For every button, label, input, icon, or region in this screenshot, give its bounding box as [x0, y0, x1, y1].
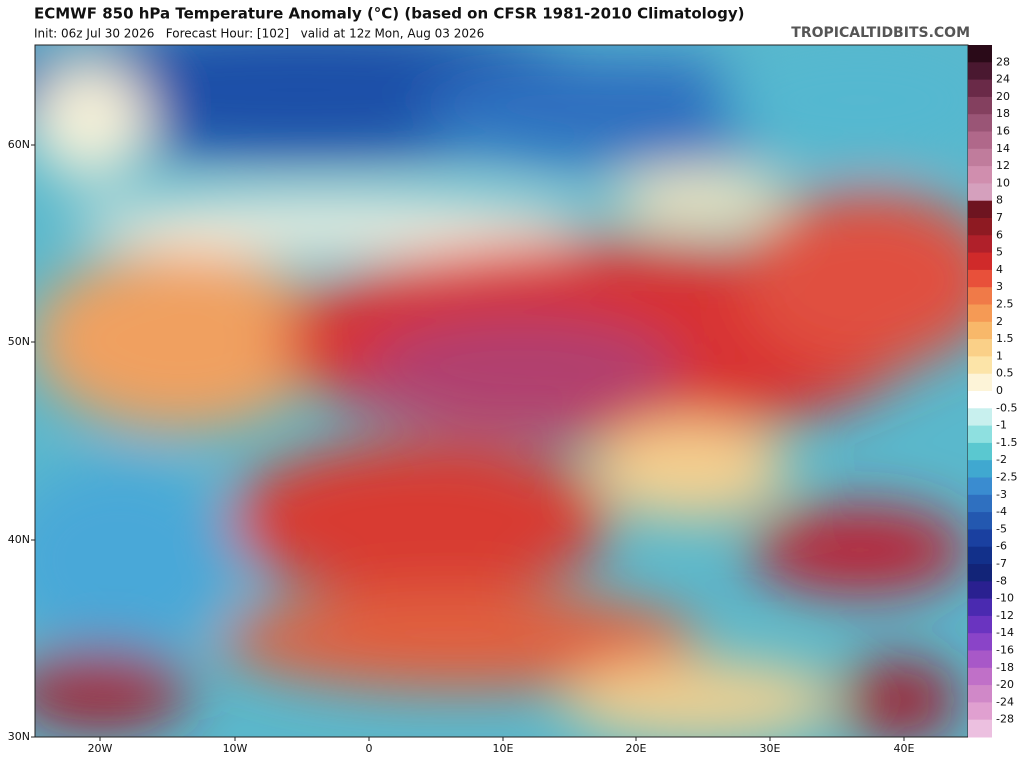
colorbar-swatch	[968, 581, 992, 600]
colorbar-swatch	[968, 598, 992, 617]
colorbar: 28 24 20 18 16 14 12 10 8 7 6 5 4 3 2.5 2 1.5 1 0.5 0 -0.5 -1…	[968, 45, 1017, 738]
colorbar-label: -12	[996, 609, 1014, 622]
colorbar-label: 12	[996, 159, 1010, 172]
colorbar-swatch	[968, 615, 992, 634]
colorbar-swatch	[968, 685, 992, 703]
colorbar-label: 2.5	[996, 298, 1014, 311]
colorbar-swatch	[968, 252, 992, 271]
colorbar-label: -24	[996, 695, 1014, 708]
colorbar-swatch	[968, 304, 992, 323]
colorbar-swatch	[968, 529, 992, 548]
colorbar-swatch	[968, 667, 992, 686]
colorbar-label: 8	[996, 194, 1003, 207]
colorbar-label: 0.5	[996, 367, 1014, 380]
lon-label: 40E	[894, 742, 915, 755]
colorbar-swatch	[968, 339, 992, 357]
colorbar-swatch	[968, 321, 992, 340]
colorbar-swatch	[968, 218, 992, 236]
axes: 60N 50N 40N 30N 20W 10W 0 10E 20E 30E 40E	[8, 138, 915, 755]
colorbar-label: 5	[996, 246, 1003, 259]
colorbar-label: 3	[996, 280, 1003, 293]
lon-label: 10E	[493, 742, 514, 755]
colorbar-swatch	[968, 96, 992, 115]
colorbar-label: 4	[996, 263, 1003, 276]
colorbar-label: 18	[996, 107, 1010, 120]
colorbar-swatch	[968, 356, 992, 375]
colorbar-swatch	[968, 650, 992, 669]
subtitle: Init: 06z Jul 30 2026 Forecast Hour: [10…	[34, 27, 484, 41]
lon-label: 30E	[760, 742, 781, 755]
colorbar-label: -2	[996, 453, 1007, 466]
colorbar-swatch	[968, 391, 992, 409]
colorbar-swatch	[968, 166, 992, 184]
colorbar-label: -4	[996, 505, 1007, 518]
colorbar-swatch	[968, 702, 992, 721]
colorbar-label: -14	[996, 626, 1014, 639]
colorbar-label: -7	[996, 557, 1007, 570]
colorbar-swatch	[968, 114, 992, 132]
colorbar-label: 10	[996, 176, 1010, 189]
lon-label: 0	[366, 742, 373, 755]
colorbar-label: 1	[996, 349, 1003, 362]
lat-label: 50N	[8, 335, 30, 348]
lat-label: 40N	[8, 533, 30, 546]
map	[35, 45, 968, 737]
colorbar-label: -20	[996, 678, 1014, 691]
colorbar-label: 16	[996, 125, 1010, 138]
colorbar-label: -28	[996, 713, 1014, 726]
lon-label: 20E	[626, 742, 647, 755]
colorbar-label: -16	[996, 644, 1014, 657]
colorbar-swatch	[968, 45, 992, 63]
colorbar-label: 1.5	[996, 332, 1014, 345]
colorbar-swatch	[968, 546, 992, 565]
colorbar-swatch	[968, 148, 992, 167]
colorbar-swatch	[968, 235, 992, 254]
colorbar-swatch	[968, 477, 992, 496]
watermark: TROPICALTIDBITS.COM	[791, 25, 970, 41]
colorbar-swatch	[968, 425, 992, 444]
colorbar-label: -8	[996, 574, 1007, 587]
title: ECMWF 850 hPa Temperature Anomaly (°C) (…	[34, 5, 744, 23]
colorbar-label: 24	[996, 73, 1010, 86]
colorbar-swatch	[968, 79, 992, 98]
lon-label: 10W	[223, 742, 248, 755]
colorbar-label: -1	[996, 419, 1007, 432]
colorbar-swatch	[968, 373, 992, 392]
colorbar-label: -2.5	[996, 471, 1017, 484]
colorbar-label: -0.5	[996, 401, 1017, 414]
colorbar-label: 7	[996, 211, 1003, 224]
colorbar-swatch	[968, 564, 992, 582]
colorbar-label: 20	[996, 90, 1010, 103]
colorbar-swatch	[968, 62, 992, 81]
lat-label: 60N	[8, 138, 30, 151]
colorbar-swatch	[968, 633, 992, 651]
colorbar-swatch	[968, 408, 992, 427]
colorbar-swatch	[968, 269, 992, 288]
colorbar-label: -6	[996, 540, 1007, 553]
colorbar-swatch	[968, 512, 992, 530]
colorbar-label: 0	[996, 384, 1003, 397]
colorbar-label: -10	[996, 592, 1014, 605]
colorbar-label: -3	[996, 488, 1007, 501]
colorbar-swatch	[968, 200, 992, 219]
colorbar-swatch	[968, 719, 992, 738]
colorbar-label: 14	[996, 142, 1010, 155]
colorbar-swatch	[968, 131, 992, 150]
colorbar-swatch	[968, 442, 992, 461]
colorbar-swatch	[968, 183, 992, 202]
colorbar-label: 2	[996, 315, 1003, 328]
colorbar-swatch	[968, 460, 992, 478]
lon-label: 20W	[88, 742, 113, 755]
lat-label: 30N	[8, 730, 30, 743]
colorbar-label: -1.5	[996, 436, 1017, 449]
colorbar-label: 28	[996, 55, 1010, 68]
colorbar-label: -5	[996, 522, 1007, 535]
colorbar-swatch	[968, 494, 992, 513]
colorbar-label: -18	[996, 661, 1014, 674]
colorbar-label: 6	[996, 228, 1003, 241]
colorbar-swatch	[968, 287, 992, 305]
